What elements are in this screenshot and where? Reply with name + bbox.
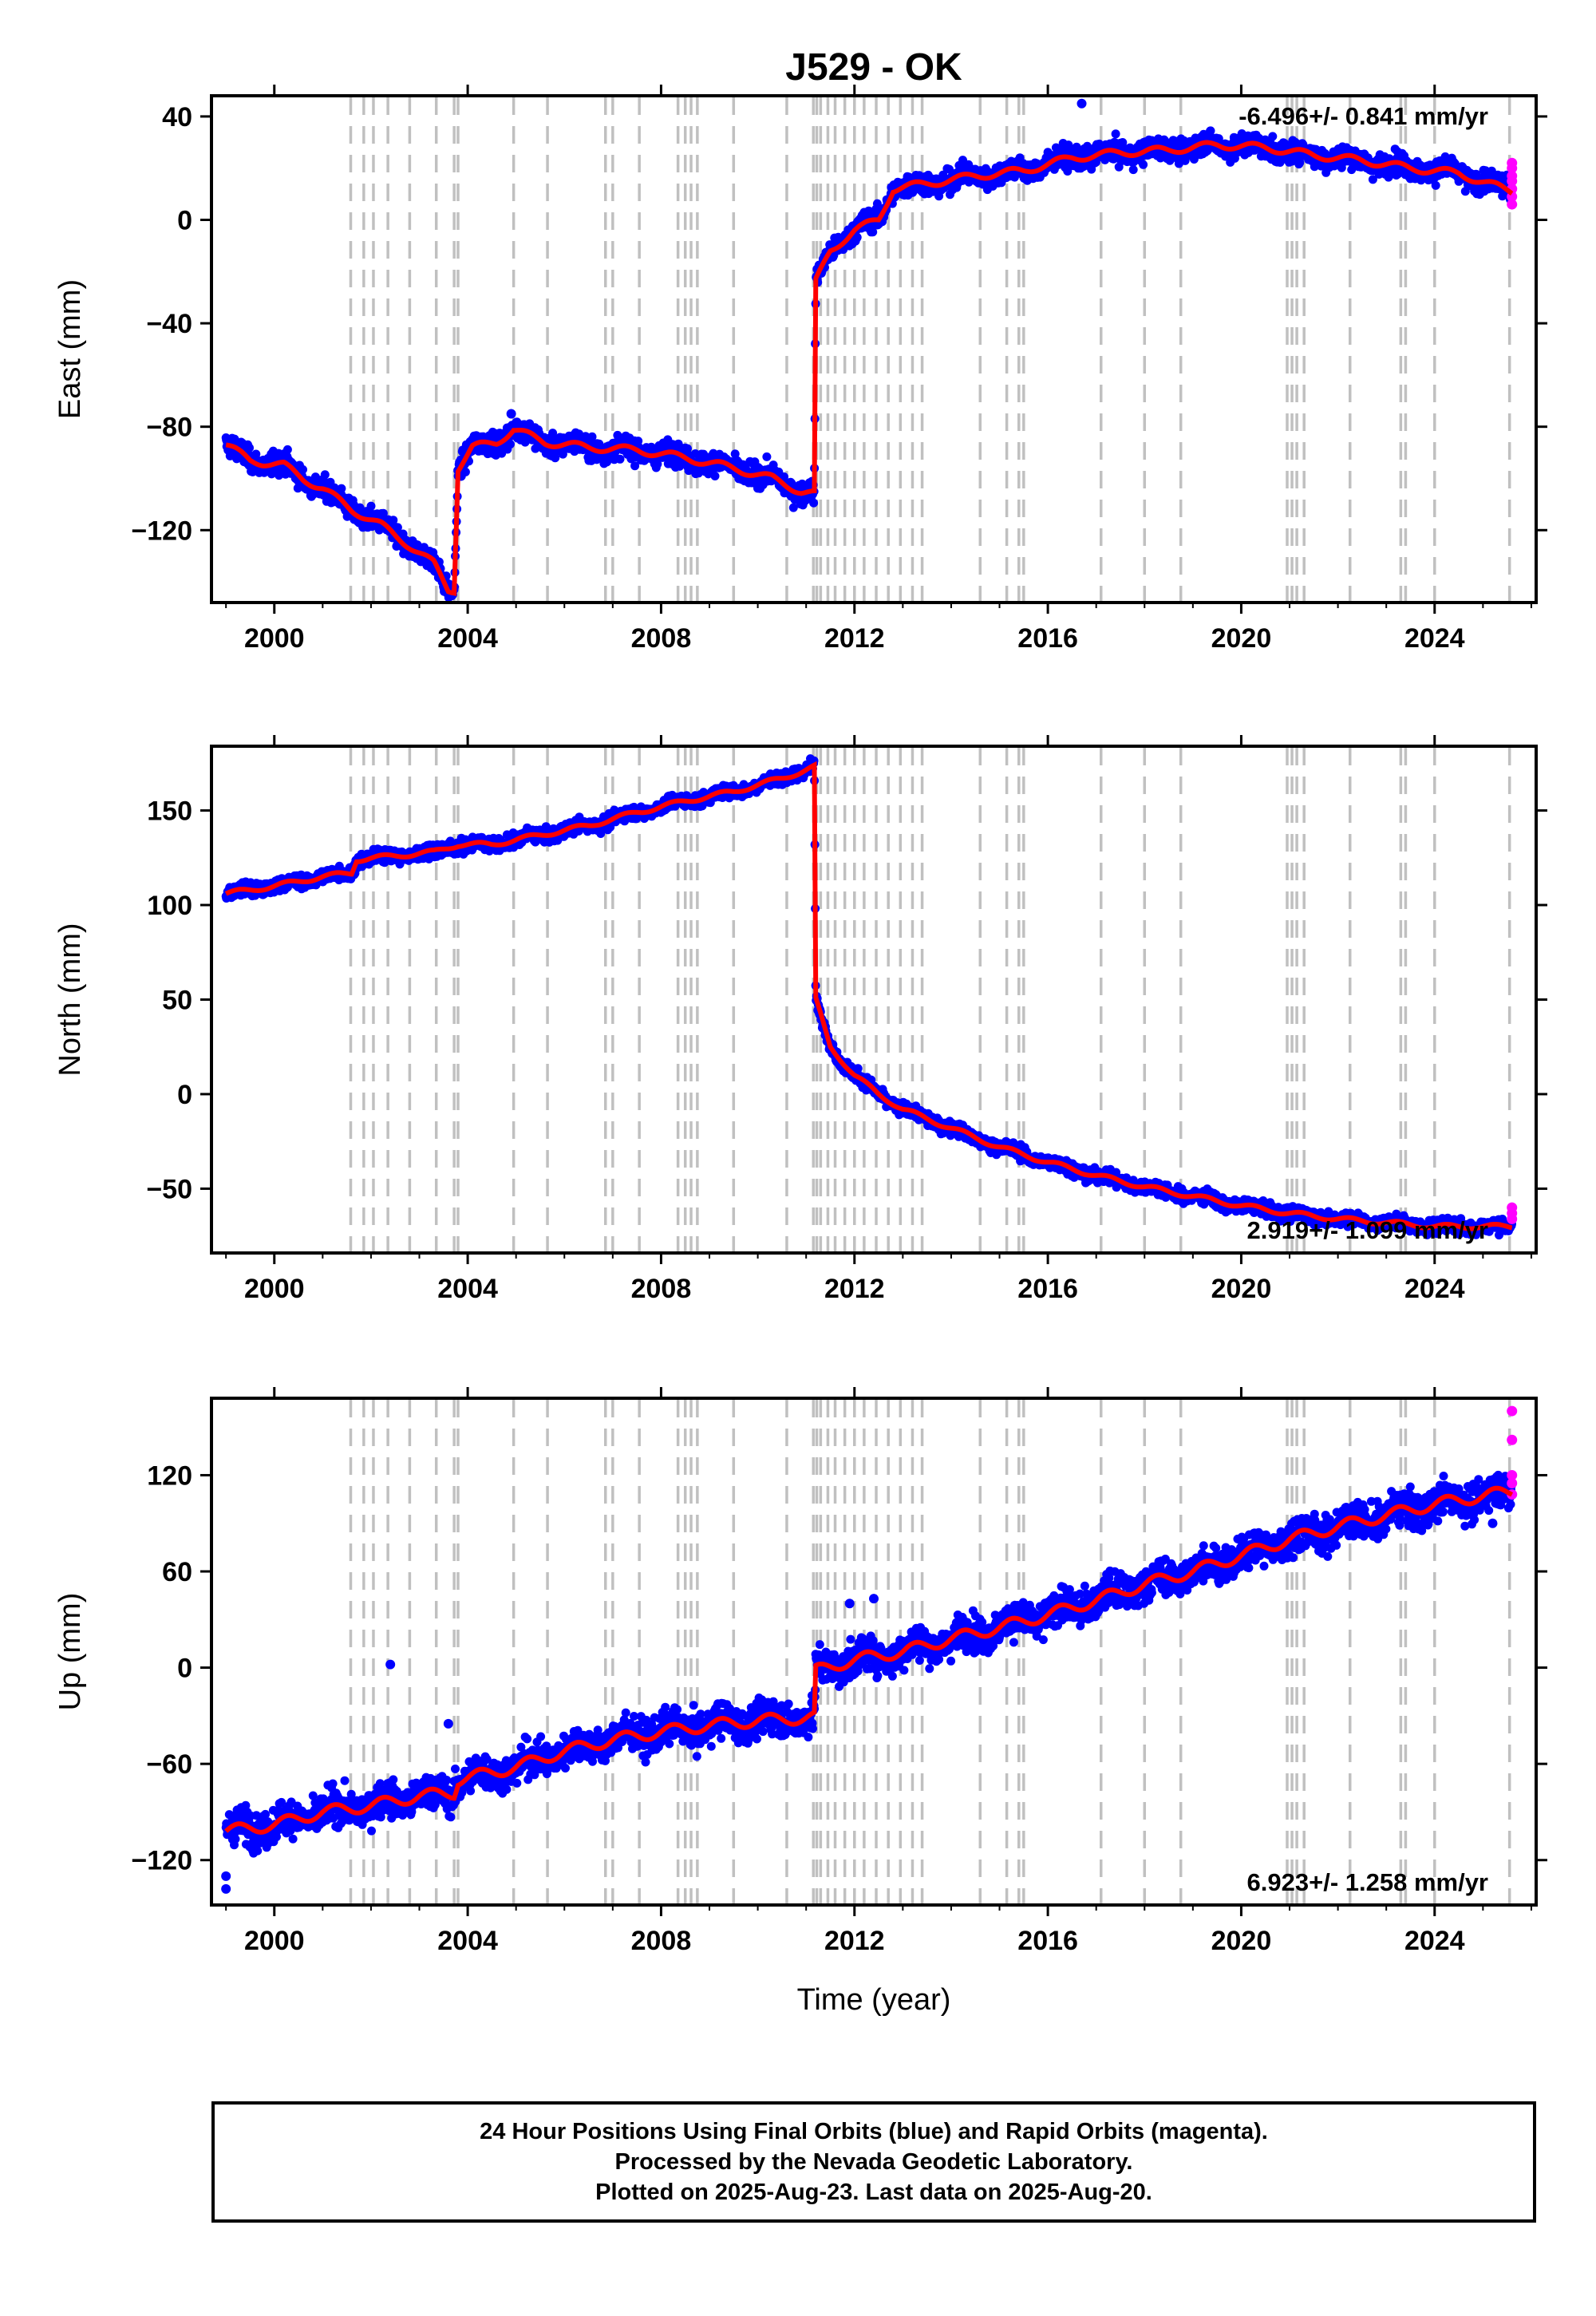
final-orbit-point (366, 501, 376, 511)
y-tick-label: −40 (146, 309, 192, 339)
data-points (221, 98, 1516, 603)
final-orbit-point (282, 445, 292, 454)
final-orbit-point (1077, 98, 1087, 109)
final-orbit-point (460, 467, 470, 476)
x-tick-label: 2000 (244, 623, 305, 654)
final-orbit-point (762, 452, 772, 461)
final-orbit-point (1111, 129, 1120, 139)
panel-east: 400−40−80−120 2000 2004 2008 2012 2016 2020 20… (53, 85, 1547, 654)
data-points (221, 754, 1516, 1240)
final-orbit-point (710, 472, 720, 480)
final-orbit-point (853, 1064, 863, 1073)
x-tick-label: 2020 (1211, 623, 1272, 654)
y-axis-label: East (mm) (53, 279, 87, 419)
final-orbit-point (615, 454, 625, 464)
y-tick-label: −80 (146, 413, 192, 443)
rapid-points (1507, 157, 1518, 210)
final-orbit-point (809, 498, 819, 508)
final-orbit-point (602, 457, 611, 467)
y-tick-labels: 40 0 −40 −80 −120 (131, 102, 192, 546)
event-lines (349, 97, 1511, 601)
final-orbit-point (298, 464, 307, 474)
final-orbit-point (245, 443, 254, 453)
x-tick-label: 2008 (631, 623, 692, 654)
final-orbit-point (1139, 160, 1148, 169)
final-orbit-point (506, 409, 516, 419)
final-orbit-point (320, 470, 330, 480)
x-tick-label: 2016 (1017, 623, 1078, 654)
y-tick-label: −120 (131, 516, 192, 546)
final-orbit-point (506, 440, 515, 449)
final-orbit-point (1128, 165, 1138, 175)
chart-title: J529 - OK (785, 46, 962, 89)
x-tick-label: 2004 (437, 623, 498, 654)
final-orbit-point (389, 516, 398, 525)
y-tick-label: 0 (177, 206, 192, 236)
rate-label: -6.496+/- 0.841 mm/yr (1238, 102, 1488, 130)
y-tick-label: 40 (162, 102, 192, 132)
final-orbit-point (1431, 180, 1440, 190)
rapid-orbit-point (1507, 157, 1518, 168)
final-orbit-point (337, 484, 346, 493)
x-tick-label: 2024 (1404, 623, 1465, 654)
event-lines (349, 748, 1511, 1251)
x-tick-label: 2012 (824, 623, 885, 654)
x-tick-labels: 2000 2004 2008 2012 2016 2020 2024 (244, 623, 1465, 654)
final-orbit-point (1268, 132, 1278, 141)
